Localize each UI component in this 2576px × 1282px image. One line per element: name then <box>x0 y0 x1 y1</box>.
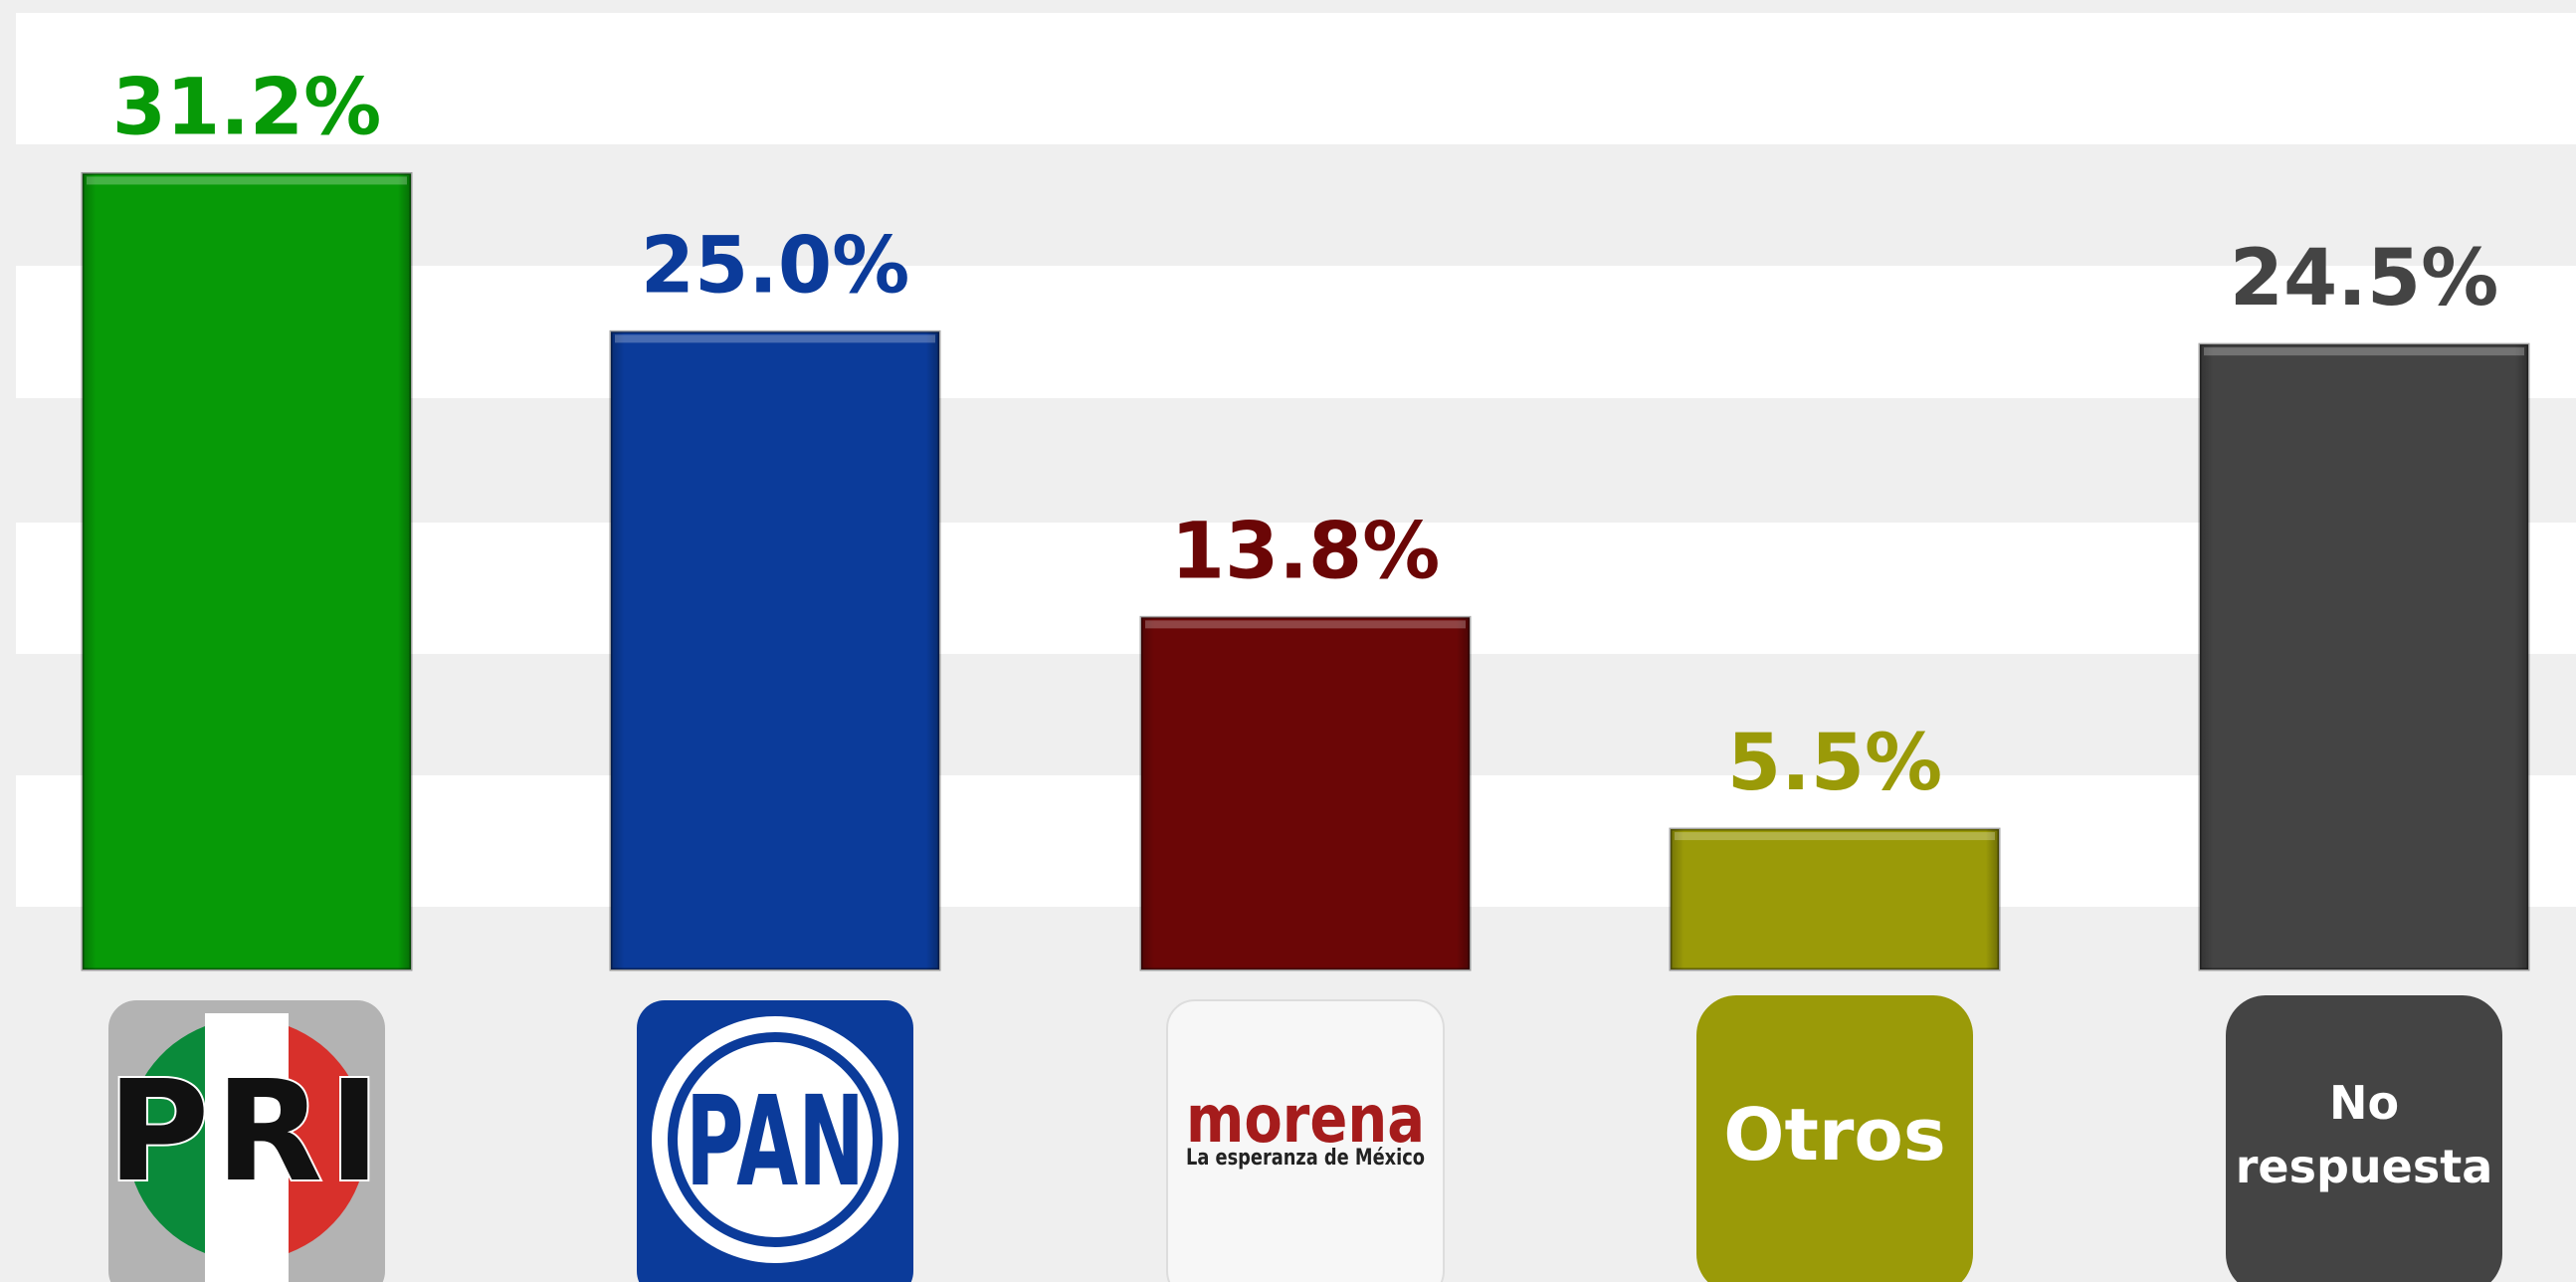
bar-shade <box>2200 344 2528 969</box>
stripe <box>16 13 2576 144</box>
value-label: 13.8% <box>1171 507 1441 596</box>
logo-green <box>126 1026 205 1253</box>
category-label: morena <box>1186 1081 1425 1158</box>
value-label: 25.0% <box>641 221 910 311</box>
value-label: 31.2% <box>112 63 382 152</box>
tagline: La esperanza de México <box>1186 1146 1425 1171</box>
bar-highlight <box>615 334 935 343</box>
logo-inner-ring <box>678 1042 873 1237</box>
stripe <box>16 266 2576 398</box>
tile-background <box>2226 995 2502 1282</box>
tile-background <box>1166 999 1445 1282</box>
bar-shade <box>83 173 411 969</box>
category-label: PAN <box>686 1070 865 1214</box>
logo-white <box>205 1013 289 1282</box>
bar-shade <box>611 331 939 969</box>
bar-shade <box>1671 829 1999 969</box>
tile-label-box: Otros <box>1723 1092 1946 1176</box>
value-label: 5.5% <box>1727 719 1942 808</box>
category-tile: PAN <box>637 1000 913 1282</box>
bar-highlight <box>1675 832 1995 841</box>
category-tile: Otros <box>1696 995 1973 1282</box>
bar-highlight <box>2204 347 2524 356</box>
category-label: No respuesta <box>2235 1075 2493 1193</box>
category-tile: PRI <box>105 1000 387 1282</box>
bar-highlight <box>87 176 407 185</box>
category-label: PRI <box>107 1051 387 1213</box>
category-tile: No respuesta <box>2226 995 2502 1282</box>
category-label: Otros <box>1723 1092 1946 1176</box>
logo-red <box>289 1026 367 1253</box>
bar-highlight <box>1145 620 1466 629</box>
tile-background <box>1696 995 1973 1282</box>
value-label: 24.5% <box>2230 234 2499 323</box>
tile-label-box: No respuesta <box>2235 1075 2493 1193</box>
bar-shade <box>1141 617 1470 969</box>
